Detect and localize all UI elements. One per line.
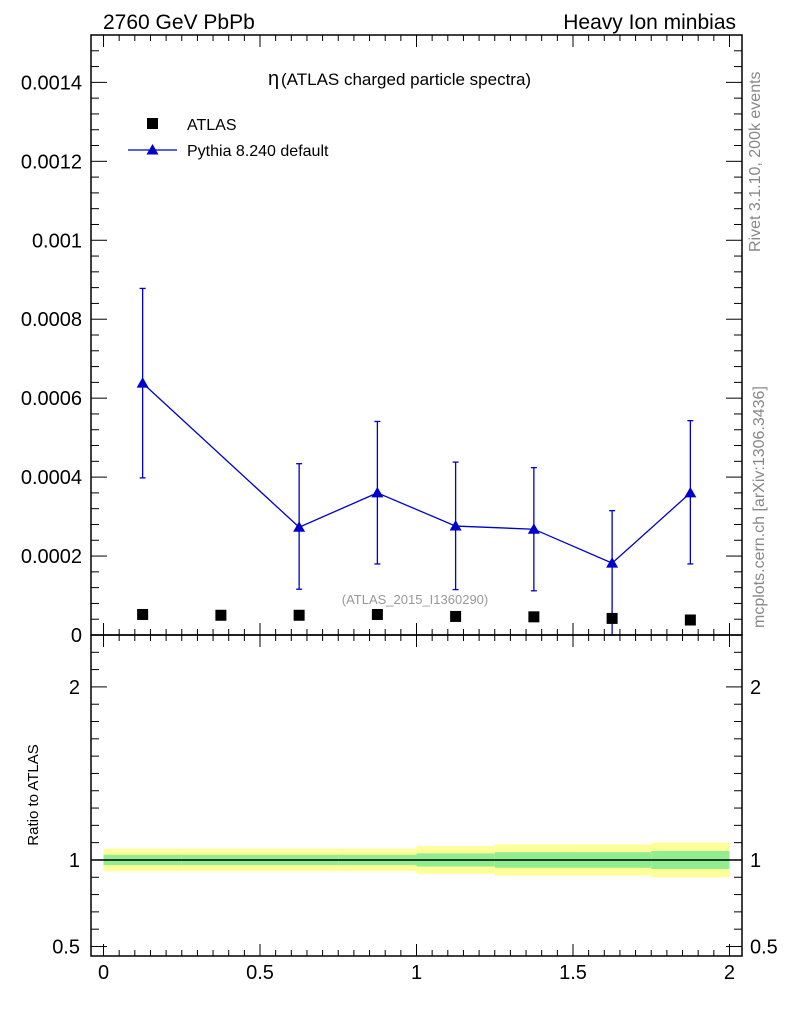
y-tick-label-right: 0.5 (750, 936, 778, 958)
x-tick-label: 2 (724, 962, 735, 984)
atlas-point (293, 609, 305, 621)
y-tick-label: 0.0002 (21, 546, 82, 568)
atlas-point (528, 611, 540, 623)
x-tick-label: 1 (411, 962, 422, 984)
pythia-point (136, 377, 149, 388)
pythia-point (449, 520, 462, 531)
main-y-tick-labels: 0 0.0002 0.0004 0.0006 0.0008 0.001 0.0012 0.00… (21, 72, 82, 647)
pythia-point (293, 521, 306, 532)
x-tick-label: 1.5 (559, 962, 587, 984)
ratio-axis-ticks (91, 634, 742, 956)
y-tick-label: 0.0014 (21, 72, 82, 94)
x-tick-label: 0.5 (246, 962, 274, 984)
pythia-series (136, 287, 697, 636)
y-tick-label-right: 2 (750, 677, 761, 699)
x-tick-labels: 0 0.5 1 1.5 2 (98, 962, 735, 984)
analysis-watermark: (ATLAS_2015_I1360290) (342, 592, 488, 607)
header-left: 2760 GeV PbPb (103, 11, 255, 34)
y-tick-label: 0.5 (52, 936, 80, 958)
ratio-frame (90, 634, 743, 957)
legend-atlas-label: ATLAS (187, 117, 237, 134)
y-tick-label: 0.0012 (21, 151, 82, 173)
y-tick-label: 0.0006 (21, 388, 82, 410)
atlas-point (371, 608, 383, 620)
rivet-version-label: Rivet 3.1.10, 200k events (747, 71, 764, 252)
atlas-point (684, 614, 696, 626)
y-tick-label: 0.001 (32, 230, 82, 252)
ratio-y-axis-label: Ratio to ATLAS (25, 744, 42, 845)
atlas-point (137, 608, 149, 620)
atlas-point (450, 610, 462, 622)
ratio-y-tick-labels: 0.5 0.5 1 1 2 2 (52, 677, 778, 959)
atlas-point (606, 612, 618, 624)
legend-pythia-marker (146, 144, 159, 155)
pythia-point (527, 523, 540, 534)
y-tick-label: 2 (69, 677, 80, 699)
atlas-series (137, 608, 696, 626)
pythia-point (371, 486, 384, 498)
ratio-panel: 0.5 0.5 1 1 2 2 0 0.5 1 1.5 2 Ratio to ATLAS (25, 634, 778, 984)
pythia-line (142, 382, 691, 564)
legend: ATLAS Pythia 8.240 default (128, 117, 329, 160)
header-right: Heavy Ion minbias (563, 11, 736, 34)
x-tick-label: 0 (98, 962, 109, 984)
y-tick-label-right: 1 (750, 850, 761, 872)
y-tick-label: 0.0008 (21, 309, 82, 331)
pythia-point (684, 486, 697, 498)
legend-pythia-label: Pythia 8.240 default (187, 143, 329, 160)
chart-title-symbol: η (268, 68, 279, 90)
y-tick-label: 0 (71, 625, 82, 647)
main-panel: 0 0.0002 0.0004 0.0006 0.0008 0.001 0.0012 0.00… (21, 34, 743, 647)
y-tick-label: 0.0004 (21, 467, 82, 489)
chart-title: (ATLAS charged particle spectra) (281, 70, 531, 89)
pythia-point (606, 557, 619, 568)
y-tick-label: 1 (69, 850, 80, 872)
atlas-point (215, 609, 227, 621)
legend-atlas-marker (147, 118, 158, 129)
mcplots-label: mcplots.cern.ch [arXiv:1306.3436] (751, 386, 768, 628)
